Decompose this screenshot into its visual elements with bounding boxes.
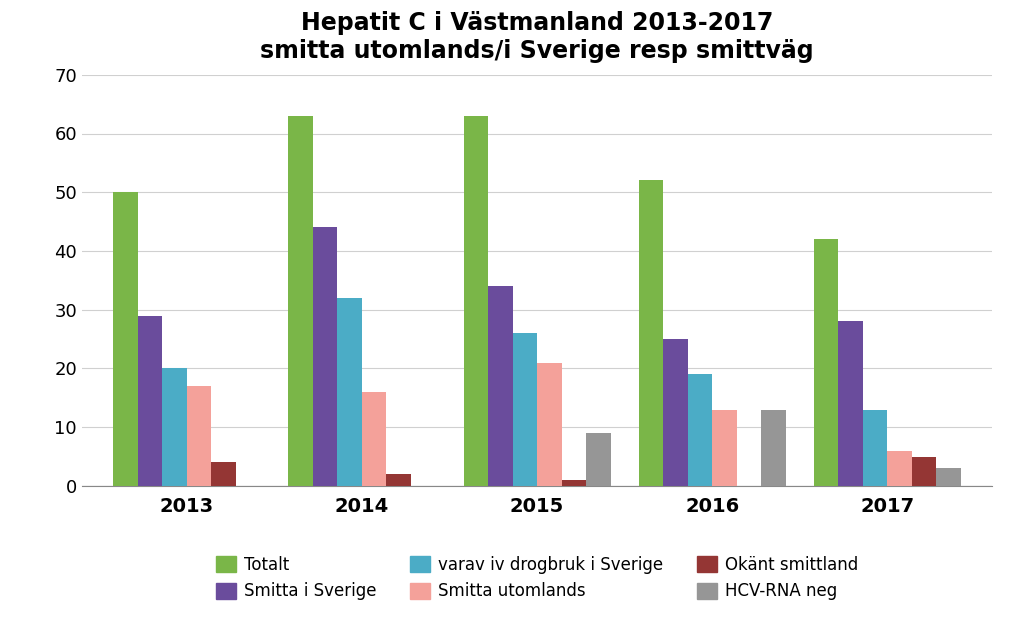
Bar xyxy=(562,480,586,486)
Bar xyxy=(638,181,663,486)
Bar xyxy=(911,457,936,486)
Bar xyxy=(513,333,537,486)
Bar xyxy=(663,339,687,486)
Bar xyxy=(761,409,786,486)
Bar xyxy=(288,116,313,486)
Bar xyxy=(813,239,838,486)
Bar xyxy=(463,116,488,486)
Bar xyxy=(488,286,513,486)
Legend: Totalt, Smitta i Sverige, varav iv drogbruk i Sverige, Smitta utomlands, Okänt s: Totalt, Smitta i Sverige, varav iv drogb… xyxy=(208,548,866,609)
Bar xyxy=(163,368,187,486)
Bar xyxy=(313,227,338,486)
Bar xyxy=(362,392,387,486)
Bar xyxy=(138,316,163,486)
Bar xyxy=(687,374,712,486)
Bar xyxy=(887,450,911,486)
Bar xyxy=(586,433,611,486)
Bar xyxy=(387,474,411,486)
Title: Hepatit C i Västmanland 2013-2017
smitta utomlands/i Sverige resp smittväg: Hepatit C i Västmanland 2013-2017 smitta… xyxy=(260,11,814,63)
Bar xyxy=(537,363,562,486)
Bar xyxy=(187,386,212,486)
Bar xyxy=(936,468,961,486)
Bar xyxy=(862,409,887,486)
Bar xyxy=(338,298,362,486)
Bar xyxy=(212,462,236,486)
Bar xyxy=(114,193,138,486)
Bar xyxy=(712,409,737,486)
Bar xyxy=(838,321,862,486)
